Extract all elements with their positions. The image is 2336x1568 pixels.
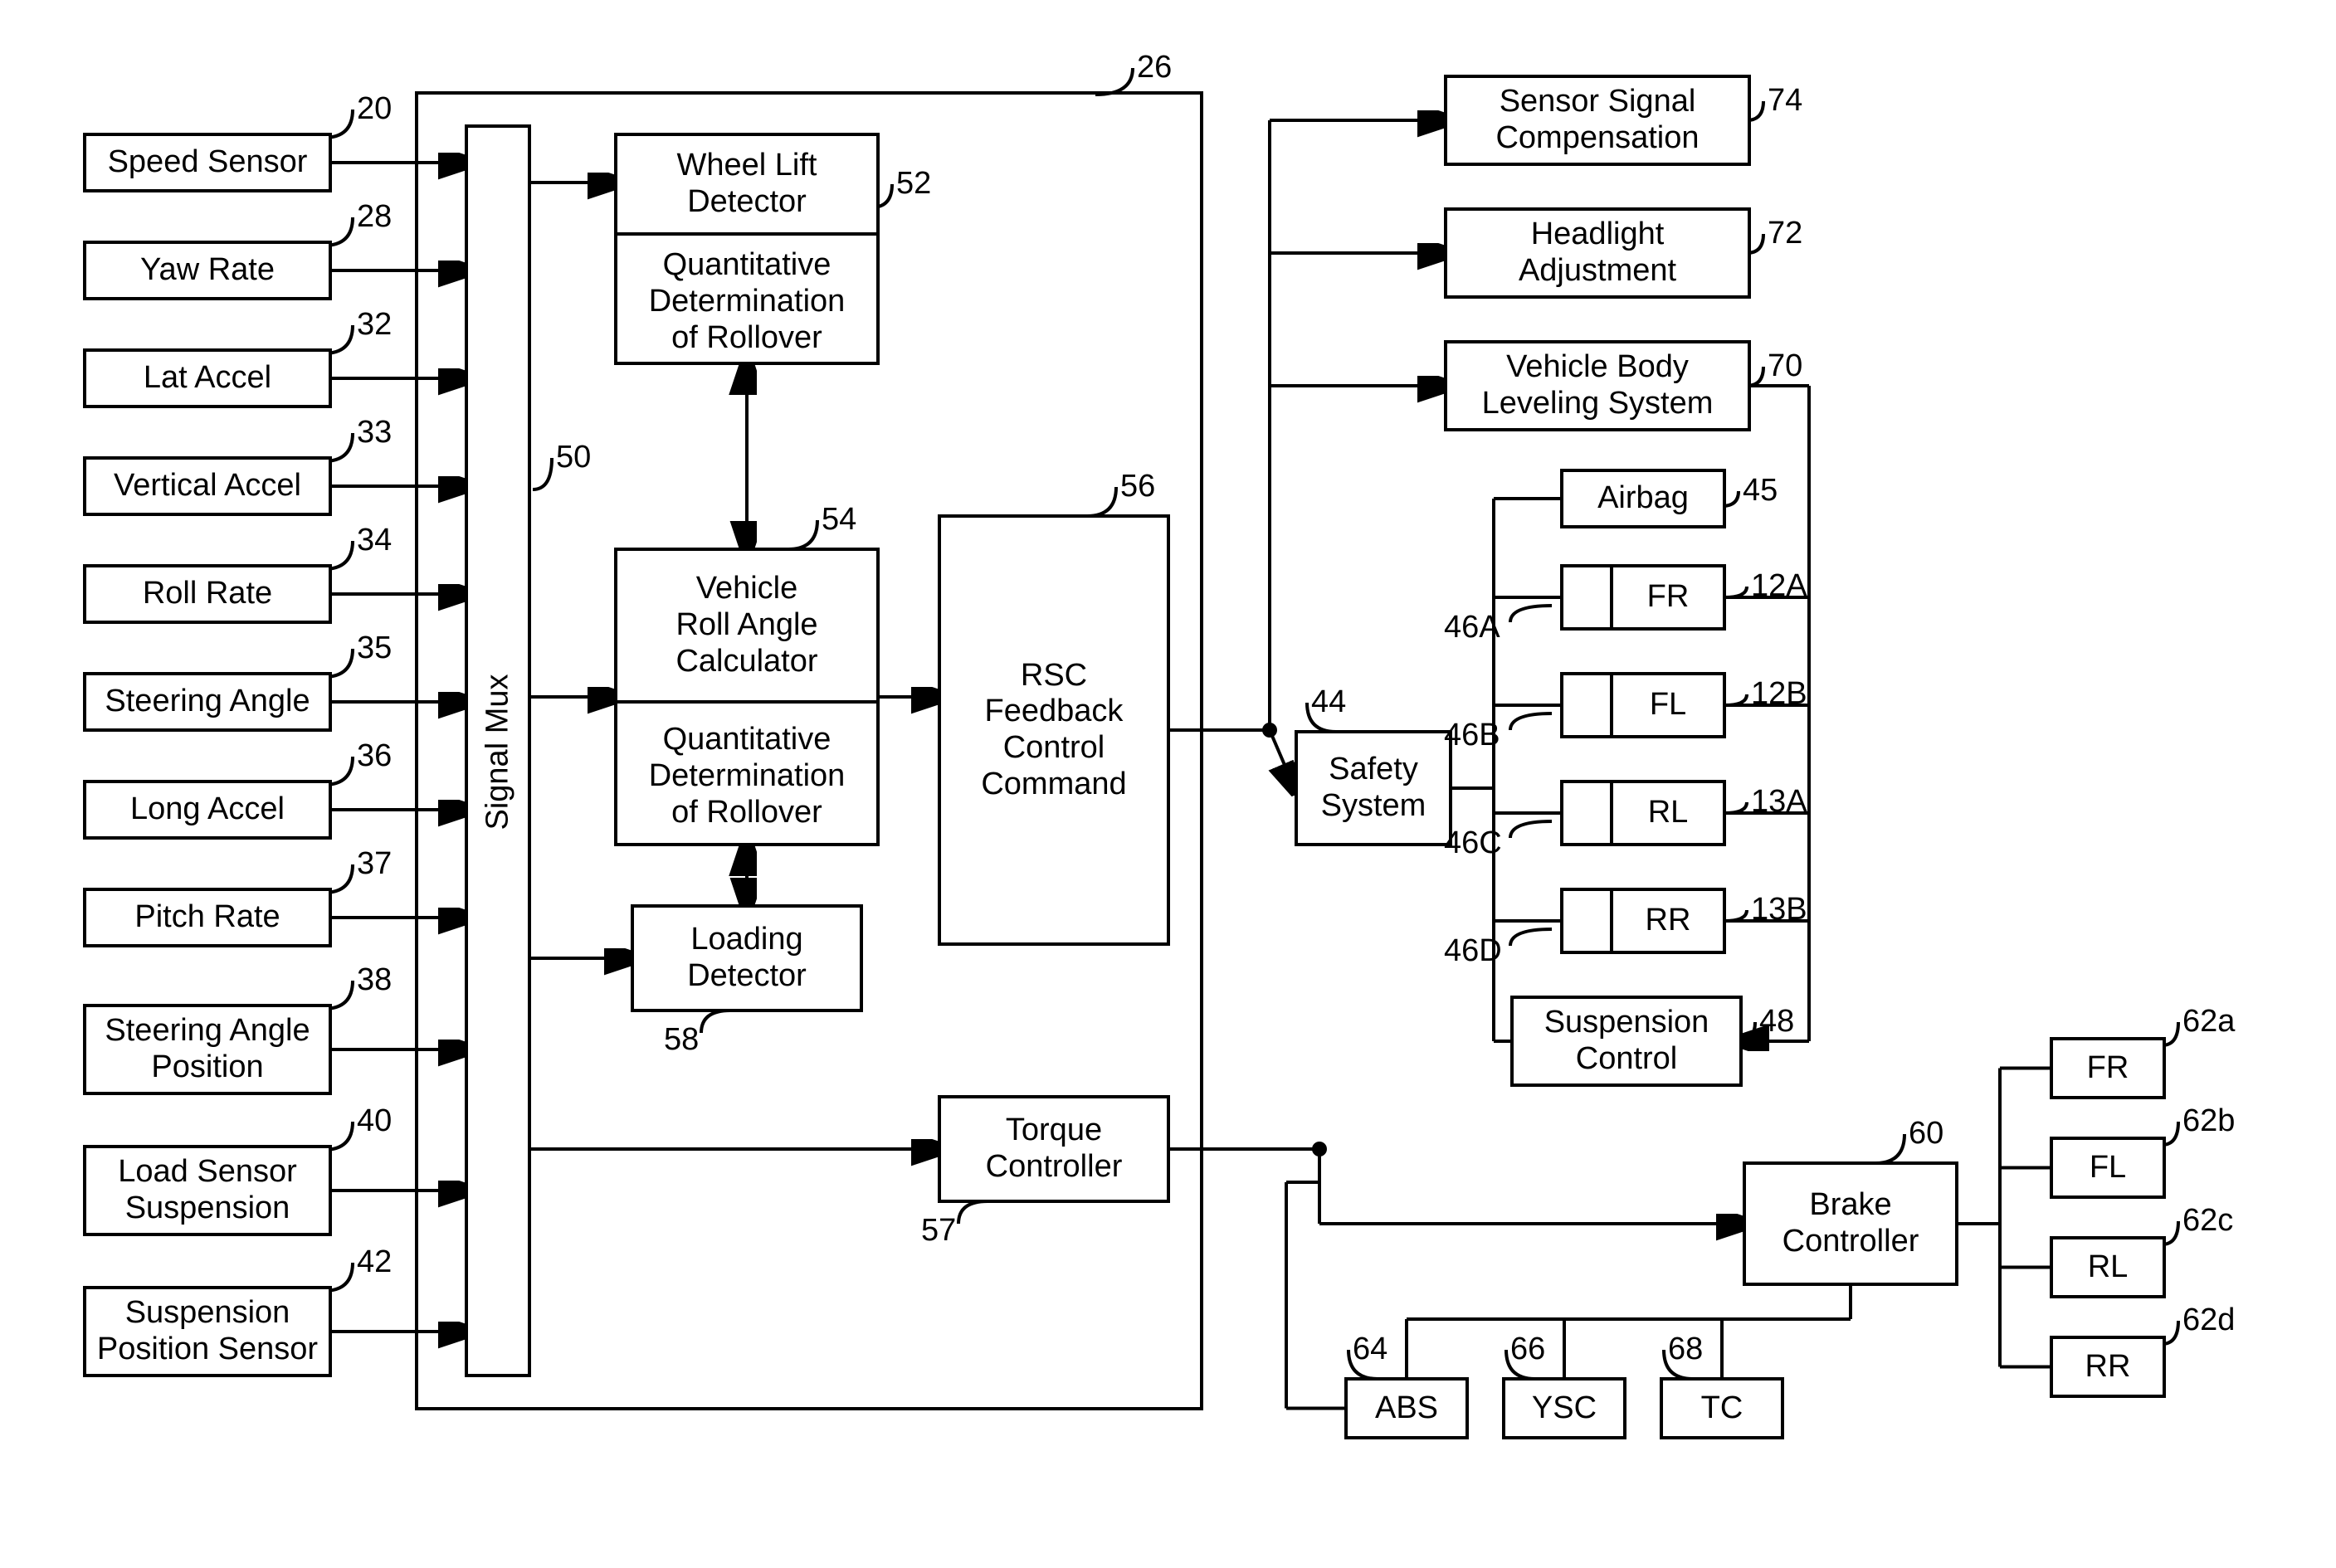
sensor-susp: SuspensionPosition Sensor xyxy=(83,1286,332,1377)
ref-70: 70 xyxy=(1768,348,1802,384)
ref-60: 60 xyxy=(1909,1116,1943,1152)
brake-controller: BrakeController xyxy=(1743,1161,1958,1286)
roll-angle-calculator: VehicleRoll AngleCalculatorQuantitativeD… xyxy=(614,548,880,846)
ref-46C: 46C xyxy=(1444,825,1502,861)
ref-48: 48 xyxy=(1759,1004,1794,1040)
ref-46B: 46B xyxy=(1444,718,1500,753)
wheel-FL: FL xyxy=(2050,1137,2166,1199)
ref-72: 72 xyxy=(1768,216,1802,251)
ref-62d: 62d xyxy=(2182,1303,2235,1338)
ref-68: 68 xyxy=(1668,1332,1703,1367)
rsc-feedback-control: RSCFeedbackControlCommand xyxy=(938,514,1170,946)
ref-28: 28 xyxy=(357,199,392,235)
ref-26: 26 xyxy=(1137,50,1172,85)
brake-RL: RL xyxy=(1560,780,1726,846)
wheel-RR: RR xyxy=(2050,1336,2166,1398)
ref-46D: 46D xyxy=(1444,933,1502,969)
ysc-box: YSC xyxy=(1502,1377,1626,1439)
ref-56: 56 xyxy=(1120,469,1155,504)
ref-45: 45 xyxy=(1743,473,1778,509)
ref-66: 66 xyxy=(1510,1332,1545,1367)
wheel-RL: RL xyxy=(2050,1236,2166,1298)
ref-62c: 62c xyxy=(2182,1203,2233,1239)
ref-36: 36 xyxy=(357,738,392,774)
sensor-speed: Speed Sensor xyxy=(83,133,332,192)
abs-box: ABS xyxy=(1344,1377,1469,1439)
airbag-box: Airbag xyxy=(1560,469,1726,528)
sensor-steer: Steering Angle xyxy=(83,672,332,732)
torque-controller: TorqueController xyxy=(938,1095,1170,1203)
ref-13B: 13B xyxy=(1751,892,1807,928)
sensor-pitch: Pitch Rate xyxy=(83,888,332,947)
ssc-box: Sensor SignalCompensation xyxy=(1444,75,1751,166)
ref-33: 33 xyxy=(357,415,392,450)
diagram-canvas: Speed Sensor 20 Yaw Rate 28 Lat Accel 32 Verti… xyxy=(0,0,2336,1568)
ref-46A: 46A xyxy=(1444,610,1500,645)
ref-62b: 62b xyxy=(2182,1103,2235,1139)
ref-20: 20 xyxy=(357,91,392,127)
sensor-vert: Vertical Accel xyxy=(83,456,332,516)
wheel-lift-detector: Wheel LiftDetectorQuantitativeDeterminat… xyxy=(614,133,880,365)
signal-mux-label: Signal Mux xyxy=(480,653,516,852)
ref-44: 44 xyxy=(1311,684,1346,720)
ref-64: 64 xyxy=(1353,1332,1387,1367)
brake-RR: RR xyxy=(1560,888,1726,954)
brake-FR: FR xyxy=(1560,564,1726,631)
suspension-control: SuspensionControl xyxy=(1510,996,1743,1087)
ref-40: 40 xyxy=(357,1103,392,1139)
ref-12B: 12B xyxy=(1751,676,1807,712)
ref-57: 57 xyxy=(921,1213,956,1249)
wheel-FR: FR xyxy=(2050,1037,2166,1099)
sensor-roll: Roll Rate xyxy=(83,564,332,624)
ref-62a: 62a xyxy=(2182,1004,2235,1040)
sensor-long: Long Accel xyxy=(83,780,332,840)
ref-52: 52 xyxy=(896,166,931,202)
ref-38: 38 xyxy=(357,962,392,998)
safety-system: SafetySystem xyxy=(1295,730,1452,846)
brake-FL: FL xyxy=(1560,672,1726,738)
loading-detector: LoadingDetector xyxy=(631,904,863,1012)
ref-74: 74 xyxy=(1768,83,1802,119)
ref-35: 35 xyxy=(357,631,392,666)
ref-37: 37 xyxy=(357,846,392,882)
ref-32: 32 xyxy=(357,307,392,343)
ref-34: 34 xyxy=(357,523,392,558)
sensor-load: Load SensorSuspension xyxy=(83,1145,332,1236)
sensor-steerpos: Steering AnglePosition xyxy=(83,1004,332,1095)
ref-50: 50 xyxy=(556,440,591,475)
sensor-lat: Lat Accel xyxy=(83,348,332,408)
ref-12A: 12A xyxy=(1751,568,1807,604)
vbl-box: Vehicle BodyLeveling System xyxy=(1444,340,1751,431)
hla-box: HeadlightAdjustment xyxy=(1444,207,1751,299)
tc-box: TC xyxy=(1660,1377,1784,1439)
ref-13A: 13A xyxy=(1751,784,1807,820)
ref-54: 54 xyxy=(822,502,856,538)
ref-42: 42 xyxy=(357,1244,392,1280)
sensor-yaw: Yaw Rate xyxy=(83,241,332,300)
ref-58: 58 xyxy=(664,1022,699,1058)
